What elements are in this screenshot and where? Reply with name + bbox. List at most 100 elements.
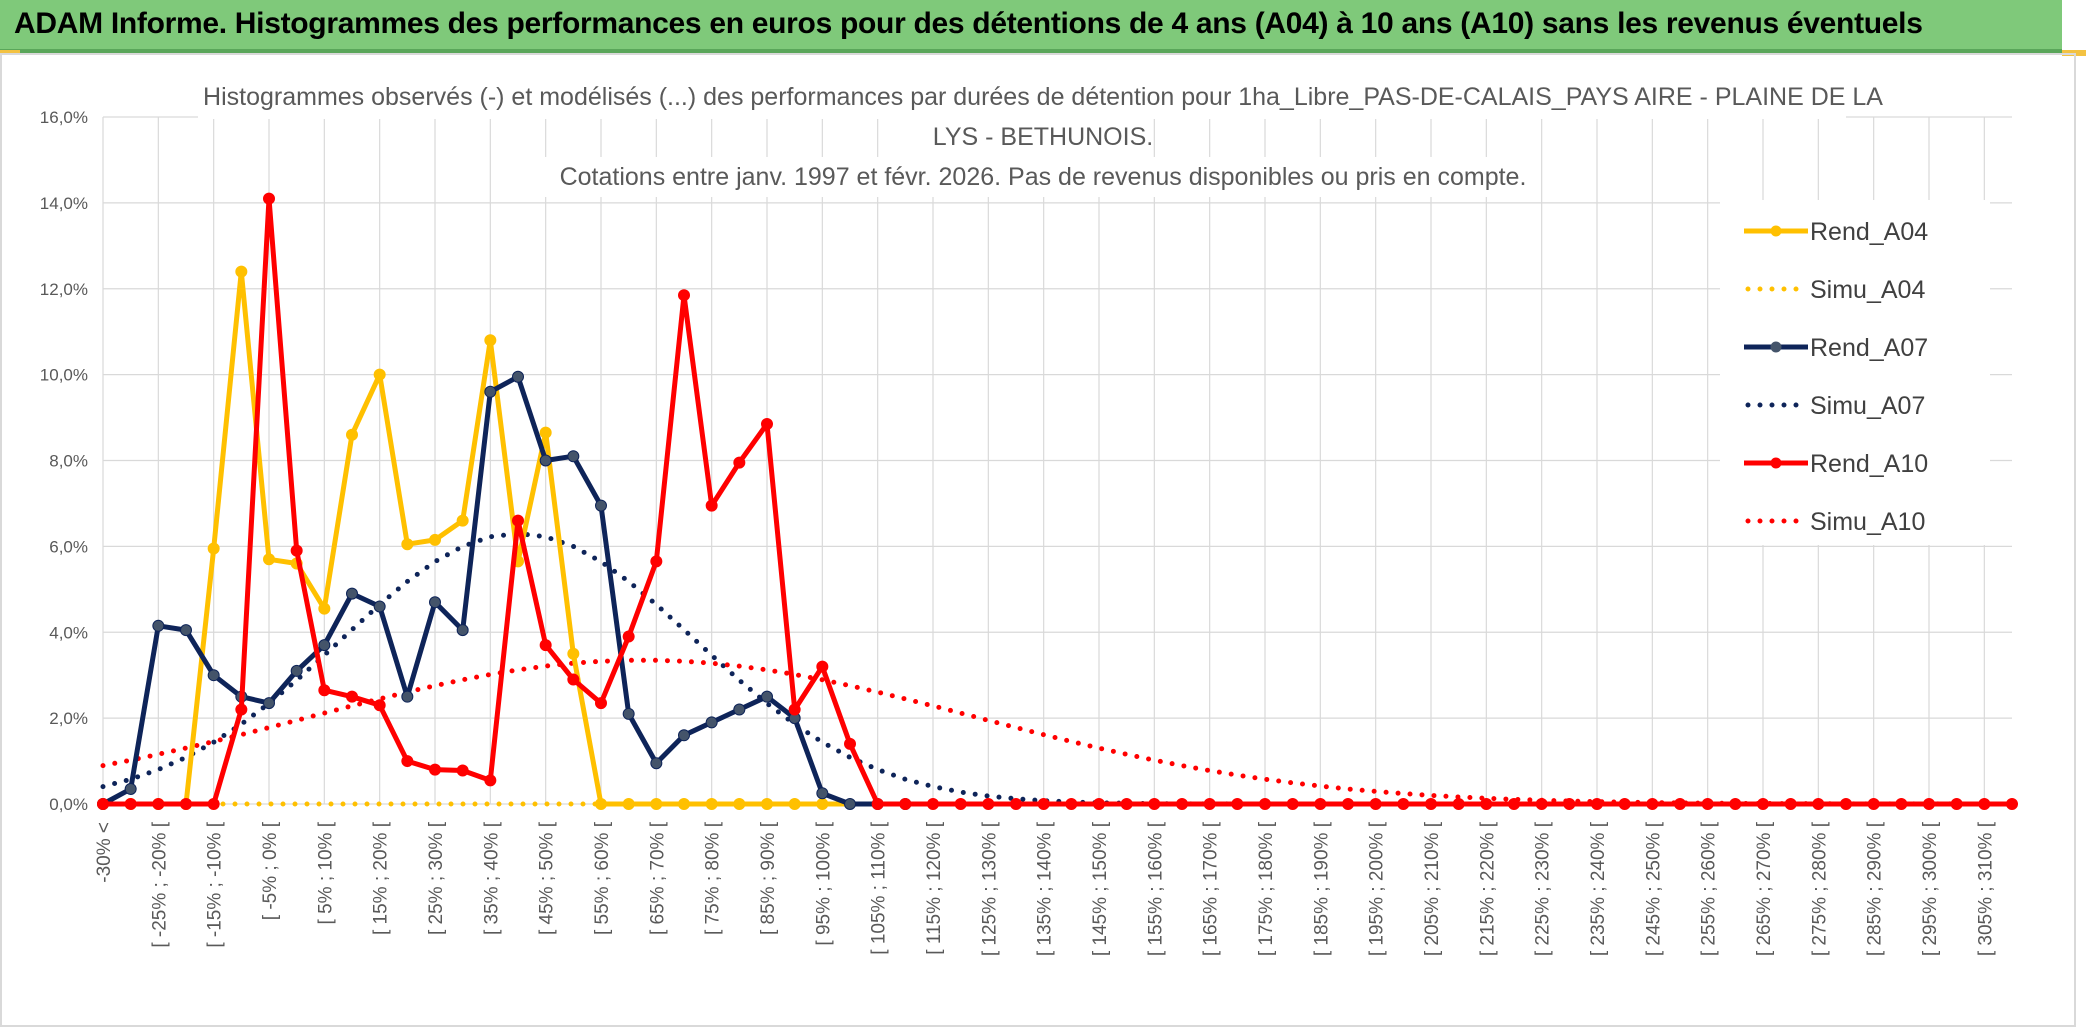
data-point — [705, 499, 718, 512]
x-tick-label: [ 55% ; 60% [ — [592, 821, 613, 935]
x-tick-label: [ 225% ; 230% [ — [1533, 821, 1554, 956]
data-point — [650, 798, 663, 810]
data-point — [1646, 798, 1659, 810]
chart-title-line: Histogrammes observés (-) et modélisés (… — [203, 83, 1883, 111]
data-point — [290, 544, 303, 557]
data-point — [1508, 798, 1520, 810]
y-tick-label: 14,0% — [40, 194, 88, 213]
data-point — [1895, 798, 1908, 810]
data-point — [207, 669, 220, 682]
data-point — [429, 596, 441, 609]
data-point — [1480, 798, 1493, 810]
data-point — [871, 798, 884, 810]
data-point — [705, 798, 718, 810]
data-point — [733, 703, 746, 716]
data-point — [761, 798, 773, 810]
data-point — [1037, 798, 1050, 810]
y-tick-label: 10,0% — [40, 366, 88, 385]
data-point — [373, 368, 386, 381]
data-point — [595, 798, 607, 810]
legend-label: Simu_A07 — [1810, 392, 1925, 420]
data-point — [1840, 798, 1852, 810]
x-tick-label: [ 15% ; 20% [ — [371, 821, 392, 935]
data-point — [567, 647, 580, 660]
data-point — [1812, 798, 1825, 810]
legend-marker — [1770, 225, 1782, 237]
data-point — [484, 334, 497, 347]
data-point — [290, 664, 303, 677]
x-tick-label: [ -5% ; 0% [ — [260, 821, 281, 920]
report-banner: ADAM Informe. Histogrammes des performan… — [0, 0, 2062, 53]
data-point — [401, 690, 414, 703]
data-point — [595, 697, 607, 710]
data-point — [733, 798, 746, 810]
data-point — [539, 454, 552, 467]
x-tick-label: [ 75% ; 80% [ — [703, 821, 724, 935]
y-tick-label: 16,0% — [40, 108, 88, 127]
y-tick-label: 12,0% — [40, 280, 88, 299]
data-point — [97, 798, 109, 810]
data-point — [1259, 798, 1271, 810]
chart-legend: Rend_A04 Simu_A04 Rend_A07 Simu_A07 Rend_A10… — [1720, 200, 1990, 545]
data-point — [1093, 798, 1105, 810]
data-point — [844, 798, 856, 810]
data-point — [512, 370, 524, 383]
data-point — [1342, 798, 1354, 810]
data-point — [124, 798, 137, 810]
data-point — [678, 289, 690, 302]
data-point — [401, 538, 414, 551]
data-point — [263, 192, 275, 205]
data-point — [1369, 798, 1382, 810]
x-tick-label: [ 235% ; 240% [ — [1588, 821, 1609, 956]
y-tick-label: 6,0% — [49, 537, 88, 556]
data-point — [373, 600, 386, 613]
x-tick-label: [ 125% ; 130% [ — [979, 821, 1000, 956]
data-point — [567, 673, 580, 686]
data-point — [539, 639, 552, 652]
data-point — [844, 737, 856, 750]
x-axis: -30% < [ -25% ; -20% [[ -15% ; -10% [[ -5… — [94, 821, 1996, 956]
x-tick-label: [ 255% ; 260% [ — [1699, 821, 1720, 956]
data-point — [899, 798, 912, 810]
data-point — [816, 787, 829, 800]
data-point — [1176, 798, 1188, 810]
data-point — [761, 418, 773, 431]
data-point — [1591, 798, 1603, 810]
chart-title: Histogrammes observés (-) et modélisés (… — [198, 76, 1883, 197]
data-point — [1923, 798, 1935, 810]
data-point — [1425, 798, 1437, 810]
data-point — [650, 555, 663, 568]
series-line-rend_a10 — [103, 196, 2012, 807]
data-point — [1120, 798, 1133, 810]
data-point — [235, 265, 248, 278]
x-tick-label: [ 215% ; 220% [ — [1477, 821, 1498, 956]
x-tick-label: [ 285% ; 290% [ — [1865, 821, 1886, 956]
data-point — [816, 798, 829, 810]
data-point — [346, 690, 358, 703]
data-point — [235, 703, 248, 716]
data-point — [1535, 798, 1548, 810]
plot-area — [97, 192, 2018, 810]
data-point — [484, 385, 497, 398]
data-point — [982, 798, 995, 810]
data-point — [429, 533, 441, 546]
data-point — [761, 690, 773, 703]
data-point — [429, 763, 441, 776]
data-point — [152, 798, 165, 810]
data-point — [622, 798, 635, 810]
data-point — [1674, 798, 1686, 810]
legend-label: Rend_A07 — [1810, 334, 1928, 362]
data-point — [2006, 798, 2018, 810]
data-point — [263, 553, 275, 566]
data-point — [567, 450, 580, 463]
chart-title-line: LYS - BETHUNOIS. — [933, 123, 1153, 151]
legend-background — [1720, 200, 1990, 545]
data-point — [1286, 798, 1299, 810]
data-point — [1757, 798, 1769, 810]
data-point — [1701, 798, 1714, 810]
x-tick-label: [ 155% ; 160% [ — [1145, 821, 1166, 956]
data-point — [650, 757, 663, 770]
data-point — [1867, 798, 1880, 810]
data-point — [622, 707, 635, 720]
legend-marker — [1770, 341, 1782, 353]
